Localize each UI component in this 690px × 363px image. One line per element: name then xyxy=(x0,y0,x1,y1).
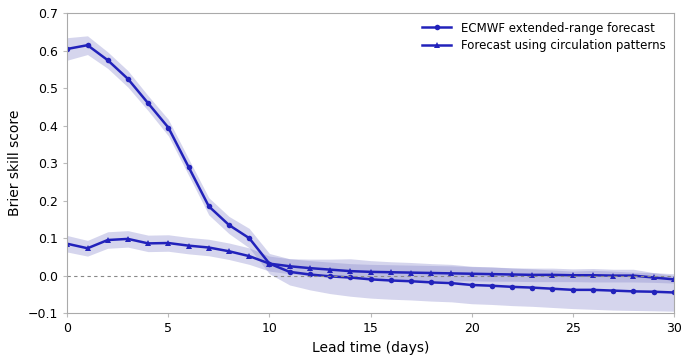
ECMWF extended-range forecast xyxy=(669,290,678,295)
ECMWF extended-range forecast xyxy=(205,204,213,208)
Forecast using circulation patterns xyxy=(265,261,273,266)
Line: ECMWF extended-range forecast: ECMWF extended-range forecast xyxy=(64,42,676,295)
Forecast using circulation patterns xyxy=(488,272,496,276)
Forecast using circulation patterns xyxy=(609,273,618,278)
Legend: ECMWF extended-range forecast, Forecast using circulation patterns: ECMWF extended-range forecast, Forecast … xyxy=(417,17,670,57)
Forecast using circulation patterns xyxy=(164,241,172,245)
X-axis label: Lead time (days): Lead time (days) xyxy=(312,340,429,355)
Forecast using circulation patterns xyxy=(346,269,355,273)
ECMWF extended-range forecast xyxy=(83,43,92,47)
Forecast using circulation patterns xyxy=(184,244,193,248)
Forecast using circulation patterns xyxy=(63,242,72,246)
Forecast using circulation patterns xyxy=(569,273,577,277)
Forecast using circulation patterns xyxy=(407,270,415,275)
Forecast using circulation patterns xyxy=(528,273,536,277)
Forecast using circulation patterns xyxy=(366,270,375,274)
ECMWF extended-range forecast xyxy=(245,236,253,240)
Forecast using circulation patterns xyxy=(326,268,334,272)
ECMWF extended-range forecast xyxy=(286,270,294,274)
ECMWF extended-range forecast xyxy=(549,286,557,291)
ECMWF extended-range forecast xyxy=(104,58,112,62)
ECMWF extended-range forecast xyxy=(447,281,455,285)
Forecast using circulation patterns xyxy=(306,266,314,270)
Forecast using circulation patterns xyxy=(467,272,475,276)
ECMWF extended-range forecast xyxy=(184,165,193,169)
Forecast using circulation patterns xyxy=(427,271,435,275)
ECMWF extended-range forecast xyxy=(508,285,516,289)
ECMWF extended-range forecast xyxy=(609,289,618,293)
Forecast using circulation patterns xyxy=(83,246,92,250)
ECMWF extended-range forecast xyxy=(144,101,152,105)
Forecast using circulation patterns xyxy=(549,273,557,277)
ECMWF extended-range forecast xyxy=(528,285,536,290)
Forecast using circulation patterns xyxy=(508,272,516,277)
ECMWF extended-range forecast xyxy=(386,278,395,283)
ECMWF extended-range forecast xyxy=(366,277,375,282)
Forecast using circulation patterns xyxy=(669,277,678,282)
Forecast using circulation patterns xyxy=(144,241,152,245)
ECMWF extended-range forecast xyxy=(306,272,314,277)
ECMWF extended-range forecast xyxy=(346,275,355,280)
Forecast using circulation patterns xyxy=(386,270,395,274)
Forecast using circulation patterns xyxy=(205,245,213,250)
ECMWF extended-range forecast xyxy=(225,223,233,227)
ECMWF extended-range forecast xyxy=(649,290,658,294)
ECMWF extended-range forecast xyxy=(569,287,577,292)
Y-axis label: Brier skill score: Brier skill score xyxy=(8,110,22,216)
Forecast using circulation patterns xyxy=(245,254,253,258)
ECMWF extended-range forecast xyxy=(427,280,435,285)
ECMWF extended-range forecast xyxy=(265,261,273,266)
Forecast using circulation patterns xyxy=(286,264,294,268)
Forecast using circulation patterns xyxy=(225,249,233,253)
Forecast using circulation patterns xyxy=(629,273,638,278)
Forecast using circulation patterns xyxy=(447,271,455,276)
ECMWF extended-range forecast xyxy=(326,274,334,278)
Forecast using circulation patterns xyxy=(649,275,658,280)
ECMWF extended-range forecast xyxy=(467,283,475,287)
ECMWF extended-range forecast xyxy=(124,77,132,81)
ECMWF extended-range forecast xyxy=(63,47,72,51)
ECMWF extended-range forecast xyxy=(589,287,597,292)
Line: Forecast using circulation patterns: Forecast using circulation patterns xyxy=(64,236,676,282)
Forecast using circulation patterns xyxy=(589,273,597,277)
ECMWF extended-range forecast xyxy=(629,289,638,294)
Forecast using circulation patterns xyxy=(104,238,112,242)
ECMWF extended-range forecast xyxy=(407,279,415,284)
ECMWF extended-range forecast xyxy=(488,284,496,288)
Forecast using circulation patterns xyxy=(124,237,132,241)
ECMWF extended-range forecast xyxy=(164,126,172,130)
